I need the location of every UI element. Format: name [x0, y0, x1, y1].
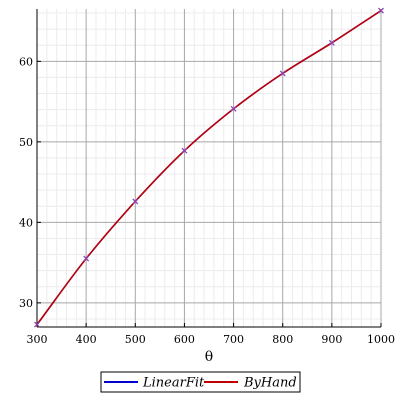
minor-grid [37, 9, 381, 327]
y-tick-labels: 30 40 50 60 [19, 55, 33, 310]
legend: LinearFit ByHand [100, 371, 301, 393]
data-point [230, 105, 237, 112]
legend-label: ByHand [243, 376, 297, 391]
x-tick-label: 300 [27, 333, 48, 346]
y-tick-label: 60 [19, 55, 33, 68]
data-point [132, 198, 139, 205]
y-tick-label: 50 [19, 136, 33, 149]
data-points [34, 7, 384, 328]
x-axis-label: θ [205, 349, 213, 365]
x-tick-label: 1000 [367, 333, 395, 346]
data-point-stroke [279, 70, 286, 77]
data-point [328, 39, 335, 46]
legend-item-linearfit: LinearFit [104, 376, 205, 391]
plot-area: 300 400 500 600 700 800 900 1000 30 40 50 60 [19, 7, 396, 346]
data-point-stroke [378, 7, 384, 14]
data-point-stroke [34, 321, 40, 328]
data-point-stroke [230, 105, 237, 112]
axes [36, 9, 382, 328]
x-tick-label: 700 [223, 333, 244, 346]
x-tick-label: 600 [174, 333, 195, 346]
data-point [34, 321, 40, 328]
x-tick-label: 500 [125, 333, 146, 346]
x-tick-labels: 300 400 500 600 700 800 900 1000 [27, 333, 396, 346]
data-point [279, 70, 286, 77]
data-point [83, 255, 90, 262]
data-point [378, 7, 384, 14]
data-point-stroke [328, 39, 335, 46]
data-point-stroke [181, 147, 188, 154]
data-point [181, 147, 188, 154]
data-point-stroke [83, 255, 90, 262]
x-tick-label: 900 [321, 333, 342, 346]
y-tick-label: 30 [19, 297, 33, 310]
y-tick-label: 40 [19, 216, 33, 229]
legend-box [100, 371, 301, 393]
legend-item-byhand: ByHand [204, 376, 297, 391]
data-point-stroke [132, 198, 139, 205]
legend-items: LinearFit ByHand [104, 376, 297, 391]
x-tick-label: 800 [272, 333, 293, 346]
x-tick-label: 400 [76, 333, 97, 346]
legend-label: LinearFit [142, 376, 205, 391]
